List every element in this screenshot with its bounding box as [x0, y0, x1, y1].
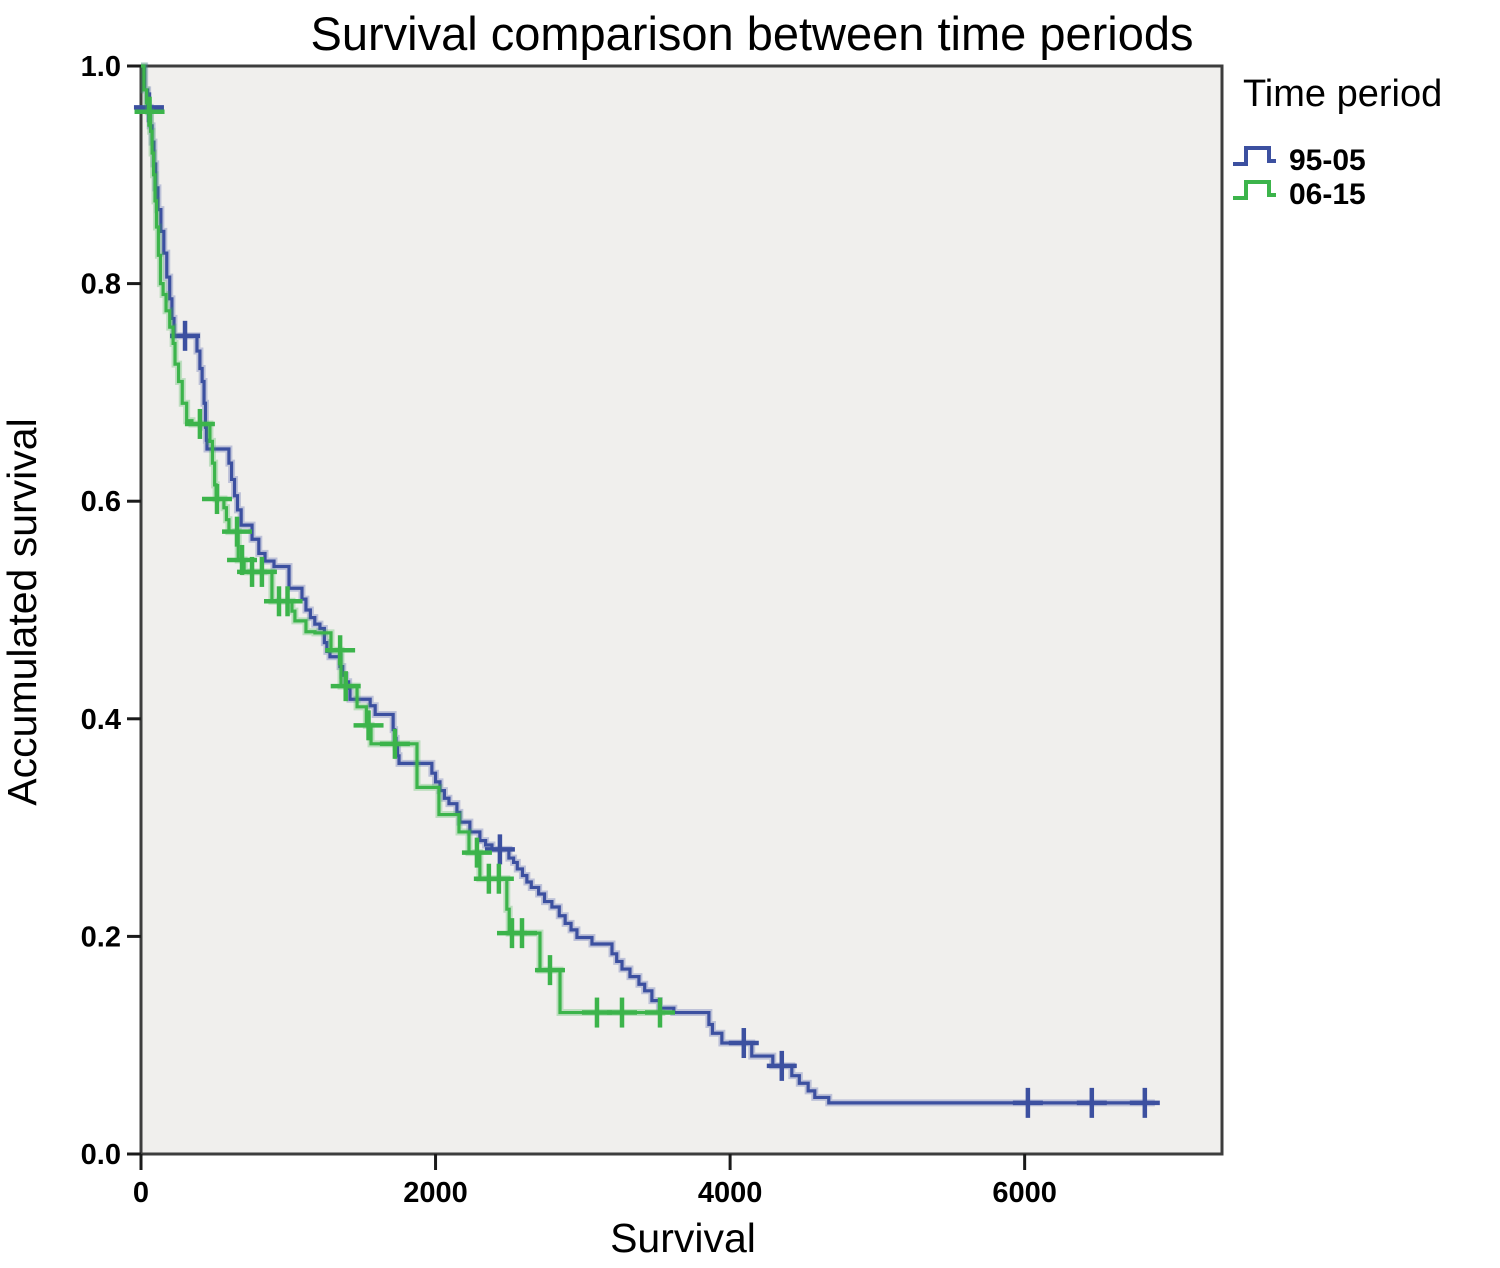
- plot-area: [139, 64, 1224, 1156]
- x-axis-title: Survival: [610, 1215, 756, 1261]
- y-tick-label: 0.8: [81, 269, 121, 301]
- y-tick-label: 1.0: [81, 51, 121, 83]
- y-tick-label: 0.6: [81, 486, 121, 518]
- y-tick-label: 0.4: [81, 704, 121, 736]
- legend-entry-95-05: 95-05: [1233, 144, 1366, 177]
- survival-curve-06-15: [141, 64, 666, 1015]
- plot-layer: 1.0 0.8 0.6 0.4 0.2 0.0 0 2000 4000 6000: [81, 51, 1224, 1209]
- x-tick-label: 2000: [403, 1177, 468, 1209]
- legend-title: Time period: [1243, 73, 1442, 115]
- legend-step-glyph-95-05: [1233, 146, 1276, 166]
- legend-label-95-05: 95-05: [1289, 144, 1366, 177]
- censor-marks-06-15: [134, 96, 675, 1028]
- y-tick-label: 0.2: [81, 921, 121, 953]
- legend-label-06-15: 06-15: [1289, 178, 1366, 211]
- x-tick-label: 0: [133, 1177, 149, 1209]
- x-tick-label: 6000: [992, 1177, 1057, 1209]
- y-axis-title: Accumulated survival: [0, 418, 45, 805]
- y-tick-label: 0.0: [81, 1139, 121, 1171]
- chart-title: Survival comparison between time periods: [311, 7, 1194, 60]
- x-tick-label: 4000: [698, 1177, 763, 1209]
- legend-step-glyph-06-15: [1233, 180, 1276, 200]
- legend-entry-06-15: 06-15: [1233, 178, 1366, 211]
